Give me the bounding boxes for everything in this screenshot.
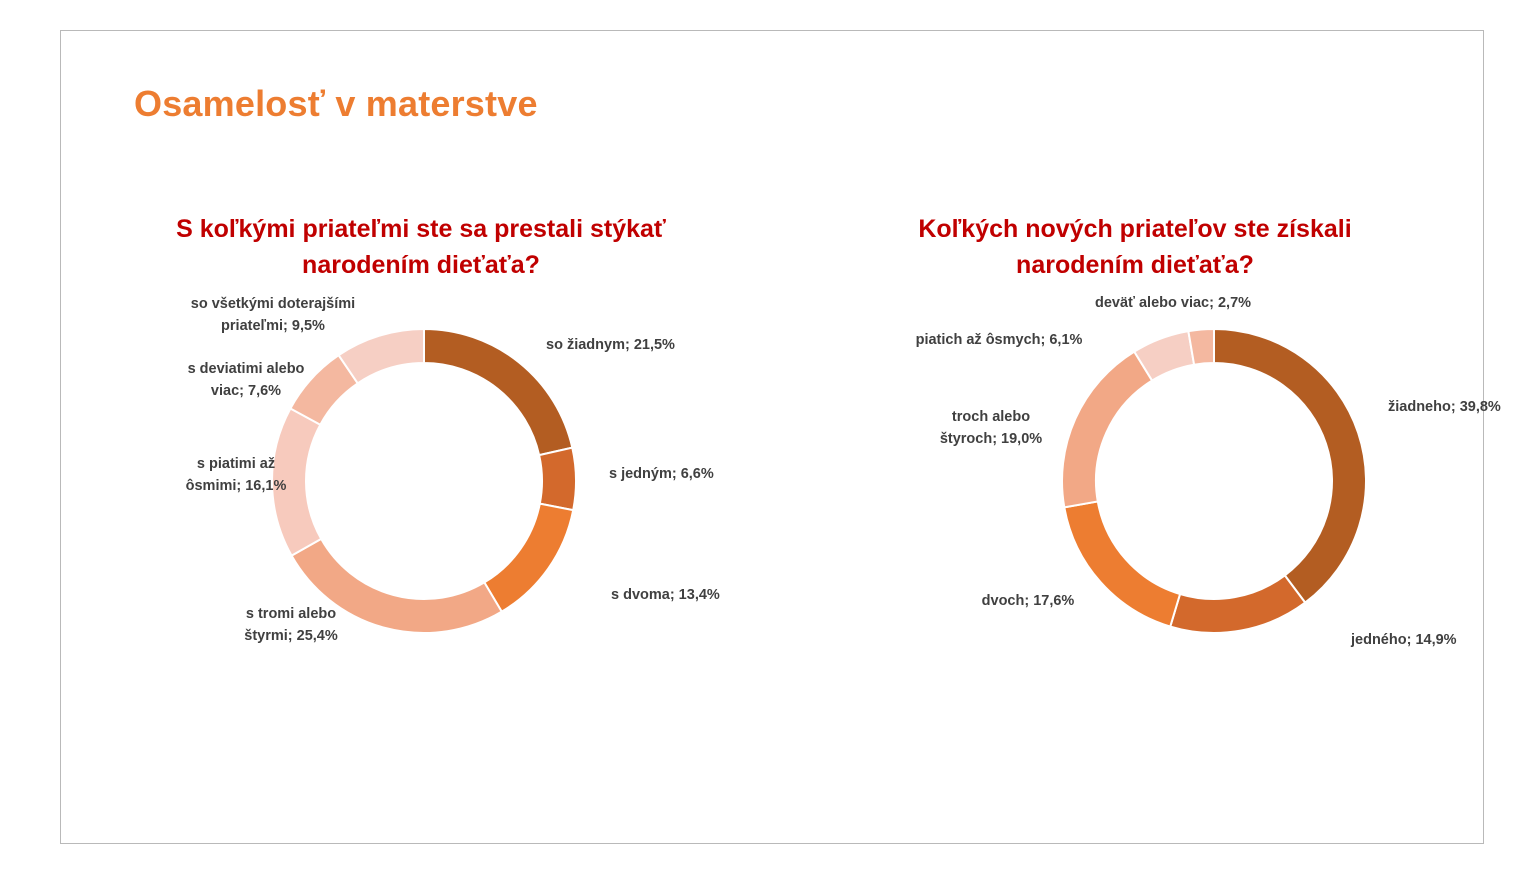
donut-slice: [1169, 574, 1307, 634]
slice-label: s jedným; 6,6%: [609, 466, 714, 482]
slice-label-line: viac; 7,6%: [211, 383, 281, 399]
slice-label-line: s jedným; 6,6%: [609, 466, 714, 482]
donut-chart-friends-gained: žiadneho; 39,8% jedného; 14,9% dvoch; 17,6…: [916, 295, 1501, 648]
chart-title-line: narodením dieťaťa?: [1016, 251, 1254, 279]
donut-slice: [537, 446, 577, 512]
donut-slice: [1063, 500, 1182, 628]
slice-label-line: dvoch; 17,6%: [982, 593, 1075, 609]
slice-label-line: so všetkými doterajšími: [191, 296, 355, 312]
slice-label-line: s tromi alebo: [246, 606, 336, 622]
donut-slice: [1213, 327, 1367, 605]
slice-label-line: piatich až ôsmych; 6,1%: [916, 332, 1083, 348]
slice-label-line: troch alebo: [952, 409, 1030, 425]
slice-label-line: jedného; 14,9%: [1350, 632, 1457, 648]
chart-title: S koľkými priateľmi ste sa prestali stýk…: [121, 211, 721, 283]
chart-title: Koľkých nových priateľov ste získali nar…: [835, 211, 1435, 283]
slice-label-line: štyrmi; 25,4%: [244, 628, 338, 644]
slice-label: dvoch; 17,6%: [982, 593, 1075, 609]
chart-title-line: S koľkými priateľmi ste sa prestali stýk…: [176, 215, 666, 243]
donut-slice: [482, 502, 575, 614]
slide-title: Osamelosť v materstve: [134, 83, 538, 124]
slice-label-line: ôsmimi; 16,1%: [186, 478, 287, 494]
chart-title-line: Koľkých nových priateľov ste získali: [918, 215, 1352, 243]
slice-label-line: priateľmi; 9,5%: [221, 318, 325, 334]
slice-label-line: žiadneho; 39,8%: [1388, 399, 1501, 415]
slice-label: jedného; 14,9%: [1350, 632, 1457, 648]
slice-label: piatich až ôsmych; 6,1%: [916, 332, 1083, 348]
slice-label: s deviatimi alebo viac; 7,6%: [188, 361, 305, 399]
slice-label-line: s deviatimi alebo: [188, 361, 305, 377]
slice-label: s dvoma; 13,4%: [611, 587, 720, 603]
slice-label-line: so žiadnym; 21,5%: [546, 337, 675, 353]
slice-label: žiadneho; 39,8%: [1388, 399, 1501, 415]
slice-label-line: s dvoma; 13,4%: [611, 587, 720, 603]
donut-chart-friends-lost: so žiadnym; 21,5% s jedným; 6,6% s dvoma; …: [186, 296, 720, 644]
slice-label-line: deväť alebo viac; 2,7%: [1095, 295, 1251, 311]
slice-label-line: s piatimi až: [197, 456, 275, 472]
chart-title-line: narodením dieťaťa?: [302, 251, 540, 279]
slice-label: s tromi alebo štyrmi; 25,4%: [244, 606, 338, 644]
chart-friends-gained: Koľkých nových priateľov ste získali nar…: [773, 31, 1501, 845]
slice-label: so všetkými doterajšími priateľmi; 9,5%: [191, 296, 355, 334]
slice-label-line: štyroch; 19,0%: [940, 431, 1042, 447]
slice-label: s piatimi až ôsmimi; 16,1%: [186, 456, 287, 494]
donut-slice: [1187, 327, 1215, 366]
chart-friends-lost: S koľkými priateľmi ste sa prestali stýk…: [61, 31, 773, 845]
slice-label: deväť alebo viac; 2,7%: [1095, 295, 1251, 311]
slice-label: so žiadnym; 21,5%: [546, 337, 675, 353]
donut-slice: [1061, 350, 1154, 509]
slice-label: troch alebo štyroch; 19,0%: [940, 409, 1042, 447]
slide: Osamelosť v materstve S koľkými priateľm…: [60, 30, 1501, 845]
donut-slice: [337, 327, 425, 385]
